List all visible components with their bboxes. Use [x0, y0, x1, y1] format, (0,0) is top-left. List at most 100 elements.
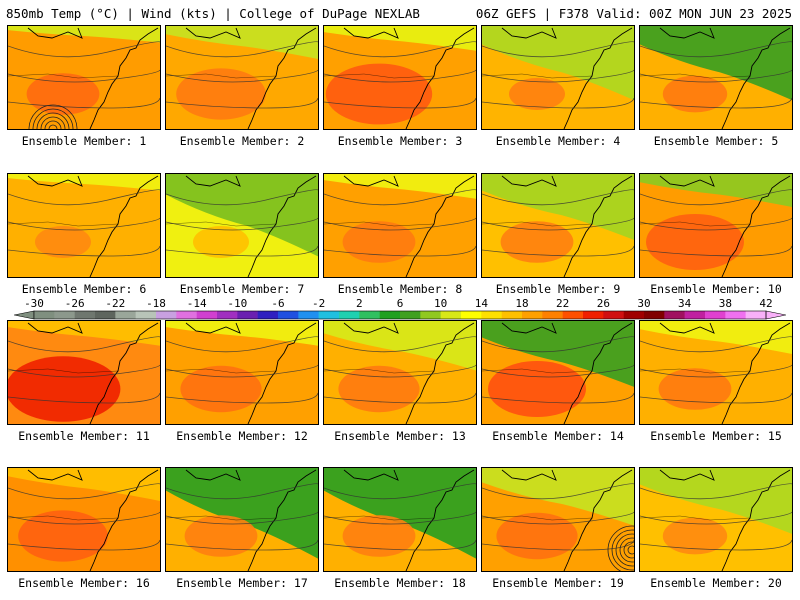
warm-air-region — [658, 368, 732, 410]
height-contour — [640, 189, 792, 206]
height-contour — [324, 336, 476, 353]
low-pressure-contour — [44, 120, 62, 129]
height-contour — [166, 245, 318, 257]
height-contour — [324, 364, 476, 378]
low-pressure-contour — [607, 525, 634, 571]
coastline — [721, 175, 791, 277]
temperature-map — [166, 321, 318, 424]
height-contour — [640, 97, 792, 109]
ensemble-member-label: Ensemble Member: 11 — [18, 429, 150, 443]
colorbar-swatch — [298, 311, 319, 319]
cool-air-region — [640, 321, 792, 354]
ensemble-member-label: Ensemble Member: 20 — [650, 576, 782, 590]
colorbar-swatch — [156, 311, 177, 319]
colorbar-tick-label: 38 — [719, 297, 732, 310]
ensemble-map-4 — [481, 25, 635, 130]
state-border — [166, 73, 277, 79]
colorbar-tick-label: 22 — [556, 297, 569, 310]
colorbar-swatch — [196, 311, 218, 319]
ensemble-member-label: Ensemble Member: 16 — [18, 576, 150, 590]
colorbar-tick-label: -2 — [312, 297, 325, 310]
low-pressure-contour — [611, 529, 634, 571]
height-contour — [8, 539, 160, 551]
low-pressure-contour — [627, 545, 634, 555]
height-contour — [166, 483, 318, 500]
colorbar-swatch — [318, 311, 340, 319]
low-pressure-contour — [623, 541, 634, 559]
colorbar-swatch — [74, 311, 96, 319]
temperature-map — [640, 321, 792, 424]
height-contour — [324, 539, 476, 551]
cool-air-region — [482, 174, 634, 240]
height-contour — [640, 336, 792, 353]
temperature-map — [482, 174, 634, 277]
cool-air-region — [324, 26, 476, 51]
temperature-colorbar: -30 -26 -22 -18 -14 -10 -6 -2 2 6 10 14 18 22 26 30 34 38… — [14, 297, 786, 320]
cool-air-region — [640, 174, 792, 207]
state-border — [8, 73, 119, 79]
colorbar-swatch — [542, 311, 563, 319]
height-contour — [166, 511, 318, 525]
ensemble-member-label: Ensemble Member: 1 — [21, 134, 147, 148]
temperature-map — [640, 174, 792, 277]
ensemble-member-label: Ensemble Member: 14 — [492, 429, 624, 443]
great-lakes-outline — [343, 27, 399, 39]
colorbar-tick-label: 10 — [434, 297, 447, 310]
ensemble-map-20 — [639, 467, 793, 572]
colorbar-tick-label: -30 — [24, 297, 44, 310]
height-contour — [640, 364, 792, 378]
colorbar-tick-label: 30 — [637, 297, 650, 310]
ensemble-map-15 — [639, 320, 793, 425]
colorbar-tick-label: 42 — [759, 297, 772, 310]
low-pressure-contour — [36, 112, 70, 129]
ensemble-map-17 — [165, 467, 319, 572]
colorbar-swatch — [562, 311, 584, 319]
height-contour — [482, 69, 634, 83]
temperature-map — [640, 468, 792, 571]
colorbar-swatch — [745, 311, 767, 319]
coastline — [247, 27, 317, 129]
model-run-info: 06Z GEFS | F378 Valid: 00Z MON JUN 23 20… — [475, 6, 792, 21]
temperature-map — [8, 468, 160, 571]
colorbar-swatch — [644, 311, 665, 319]
height-contour — [166, 217, 318, 231]
ensemble-member-label: Ensemble Member: 5 — [653, 134, 779, 148]
coastline — [89, 27, 159, 129]
cool-air-region — [482, 468, 634, 526]
great-lakes-outline — [659, 175, 715, 187]
height-contour — [640, 511, 792, 525]
colorbar-left-arrow — [14, 310, 35, 320]
ensemble-map-6 — [7, 173, 161, 278]
height-contour — [8, 483, 160, 500]
ensemble-member-label: Ensemble Member: 17 — [176, 576, 308, 590]
ensemble-member-label: Ensemble Member: 10 — [650, 282, 782, 296]
colorbar-tick-label: 18 — [515, 297, 528, 310]
warm-air-region — [338, 365, 420, 413]
height-contour — [8, 336, 160, 353]
state-border — [324, 368, 435, 374]
height-contour — [166, 189, 318, 206]
colorbar-swatch — [257, 311, 279, 319]
chart-title: 850mb Temp (°C) | Wind (kts) | College o… — [6, 6, 420, 21]
low-pressure-contour — [28, 104, 78, 129]
height-contour — [482, 336, 634, 353]
warm-air-region — [496, 512, 578, 560]
ensemble-map-14 — [481, 320, 635, 425]
cool-air-region — [640, 26, 792, 101]
coastline — [563, 175, 633, 277]
colorbar-swatch — [400, 311, 421, 319]
cool-air-region — [482, 321, 634, 387]
height-contour — [166, 41, 318, 58]
colorbar-swatch — [664, 311, 685, 319]
cool-air-region — [324, 174, 476, 199]
warm-air-region — [509, 78, 565, 110]
state-border — [640, 515, 751, 521]
cool-air-region — [482, 26, 634, 101]
warm-air-region — [193, 226, 249, 258]
great-lakes-outline — [501, 322, 557, 334]
height-contour — [640, 245, 792, 257]
warm-air-region — [342, 515, 416, 557]
state-border — [482, 221, 593, 227]
temperature-map — [166, 174, 318, 277]
height-contour — [8, 392, 160, 404]
